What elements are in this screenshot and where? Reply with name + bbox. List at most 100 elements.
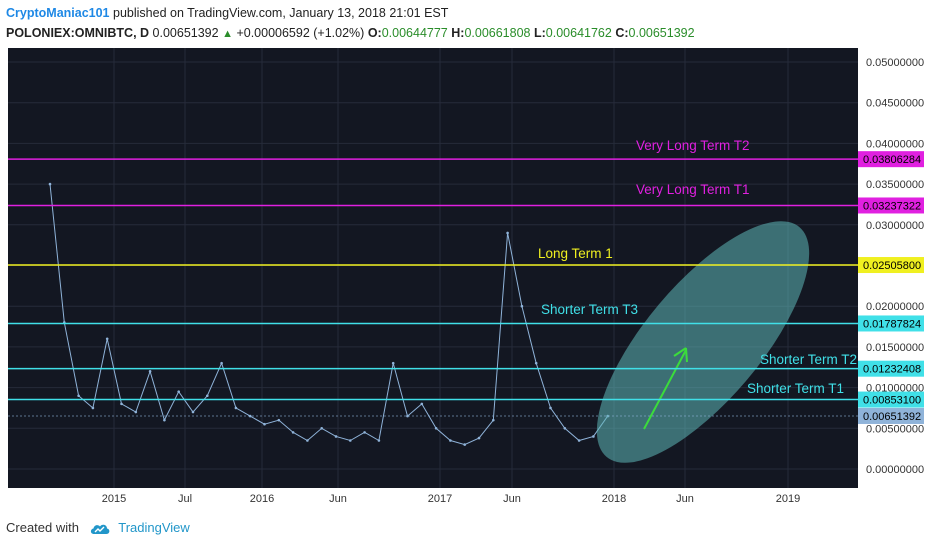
last-price-label: 0.00651392 — [863, 411, 921, 423]
x-tick-label: Jun — [676, 493, 694, 505]
level-label: Very Long Term T1 — [636, 182, 750, 197]
price-point — [363, 431, 366, 434]
price-change: +0.00006592 (+1.02%) — [236, 26, 365, 40]
x-tick-label: 2018 — [602, 493, 626, 505]
y-tick-label: 0.03000000 — [866, 220, 924, 232]
x-tick-label: 2019 — [776, 493, 800, 505]
x-tick-label: Jun — [329, 493, 347, 505]
close-label: C: — [615, 26, 629, 40]
open-value: 0.00644777 — [381, 26, 448, 40]
trend-arrow-icon — [643, 349, 687, 430]
y-tick-label: 0.03500000 — [866, 179, 924, 191]
low-label: L: — [533, 26, 546, 40]
price-point — [506, 231, 509, 235]
price-point — [191, 410, 195, 414]
price-tag-label: 0.03806284 — [863, 154, 921, 166]
arrow-head-icon — [673, 347, 688, 363]
price-tag-label: 0.00853100 — [863, 395, 921, 407]
y-tick-label: 0.04500000 — [866, 98, 924, 110]
price-tag — [858, 151, 924, 168]
price-point — [105, 337, 109, 341]
x-tick-label: 2015 — [102, 493, 126, 505]
price-point — [349, 439, 352, 442]
price-tag — [858, 257, 924, 274]
price-point — [520, 304, 524, 308]
price-tag-label: 0.02505800 — [863, 260, 921, 272]
close-value: 0.00651392 — [628, 26, 695, 40]
x-tick-label: 2016 — [250, 493, 274, 505]
price-point — [577, 439, 581, 442]
price-point — [534, 361, 538, 365]
price-point — [263, 422, 266, 426]
price-point — [291, 431, 295, 434]
price-point — [134, 410, 138, 414]
price-point — [391, 361, 395, 365]
price-point — [234, 406, 238, 410]
low-value: 0.00641762 — [545, 26, 612, 40]
price-point — [248, 414, 252, 418]
tradingview-link[interactable]: TradingView — [118, 520, 190, 535]
price-point — [120, 402, 123, 406]
y-tick-label: 0.00000000 — [866, 464, 924, 476]
price-tag — [858, 315, 924, 332]
y-tick-label: 0.04000000 — [866, 138, 924, 150]
y-tick-label: 0.01500000 — [866, 342, 924, 354]
price-point — [563, 427, 567, 430]
price-point — [420, 402, 424, 406]
price-tag-label: 0.01787824 — [863, 318, 921, 330]
price-point — [48, 182, 52, 186]
level-label: Long Term 1 — [538, 246, 613, 261]
price-point — [320, 427, 324, 430]
quote-line: POLONIEX:OMNIBTC, D 0.00651392 ▲ +0.0000… — [6, 26, 695, 40]
level-label: Very Long Term T2 — [636, 138, 750, 153]
price-point — [220, 361, 223, 365]
price-point — [334, 435, 338, 438]
price-point — [177, 390, 180, 393]
footer: Created with TradingView — [6, 520, 190, 536]
price-point — [377, 439, 381, 442]
published-text: published on TradingView.com, January 13… — [113, 6, 449, 20]
open-label: O: — [367, 26, 382, 40]
price-tag-label: 0.01232408 — [863, 364, 921, 376]
time-axis-panel — [8, 488, 858, 508]
price-point — [148, 370, 152, 373]
price-chart[interactable]: 0.05000000 0.04500000 0.04000000 0.03500000… — [0, 0, 932, 520]
y-tick-label: 0.05000000 — [866, 57, 924, 69]
y-tick-label: 0.02000000 — [866, 301, 924, 313]
price-tag-label: 0.03237322 — [863, 200, 921, 212]
level-label: Shorter Term T2 — [760, 352, 857, 367]
price-series-line — [49, 184, 609, 446]
price-point — [406, 414, 409, 418]
y-tick-label: 0.00500000 — [866, 423, 924, 435]
last-price: 0.00651392 — [152, 26, 219, 40]
price-tag — [858, 391, 924, 408]
created-with-label: Created with — [6, 520, 79, 535]
price-tag — [858, 360, 924, 377]
price-point — [77, 394, 80, 398]
price-point — [592, 435, 595, 438]
price-point — [306, 439, 309, 442]
x-tick-label: 2017 — [428, 493, 452, 505]
high-label: H: — [451, 26, 465, 40]
tradingview-logo-icon — [90, 524, 109, 534]
last-price-tag — [858, 407, 924, 424]
price-point — [91, 406, 95, 410]
price-point — [449, 439, 452, 442]
symbol-label: POLONIEX:OMNIBTC, D — [6, 26, 150, 40]
level-label: Shorter Term T3 — [541, 302, 638, 317]
x-tick-label: Jun — [503, 493, 521, 505]
price-point — [549, 406, 552, 410]
price-point — [206, 394, 209, 398]
author-link[interactable]: CryptoManiac101 — [6, 6, 110, 20]
price-point — [277, 418, 281, 422]
x-tick-label: Jul — [178, 493, 192, 505]
price-point — [492, 418, 495, 422]
high-value: 0.00661808 — [464, 26, 531, 40]
price-point — [163, 418, 166, 422]
price-point — [434, 427, 438, 430]
price-point — [477, 436, 481, 440]
price-tag — [858, 197, 924, 214]
up-arrow-icon: ▲ — [222, 28, 233, 40]
publish-info: CryptoManiac101 published on TradingView… — [6, 6, 448, 20]
price-point — [463, 443, 467, 446]
